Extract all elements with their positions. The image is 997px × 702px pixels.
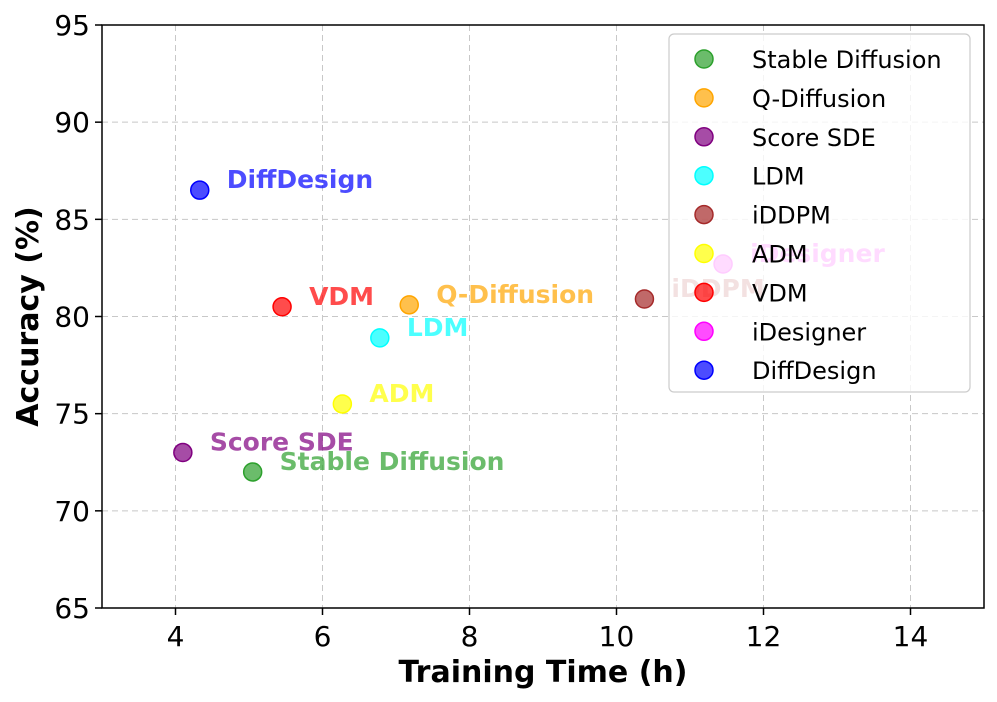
legend-marker xyxy=(694,88,714,108)
y-tick-label: 70 xyxy=(54,495,90,528)
legend-marker xyxy=(694,204,714,225)
legend-entry: LDM xyxy=(752,163,805,191)
point-label: VDM xyxy=(309,282,374,311)
y-tick-label: 95 xyxy=(54,9,90,42)
legend: Stable Diffusion Q-Diffusion Score SDE LDM i… xyxy=(668,33,971,393)
x-tick-label: 10 xyxy=(599,620,635,653)
data-point xyxy=(190,180,210,200)
point-label: Stable Diffusion xyxy=(280,447,505,476)
legend-entry: VDM xyxy=(752,279,808,307)
y-tick-label: 90 xyxy=(54,106,90,139)
y-axis-title: Accuracy (%) xyxy=(11,206,46,426)
legend-entry: Stable Diffusion xyxy=(752,46,942,74)
y-tick-label: 80 xyxy=(54,301,90,334)
legend-entry: iDDPM xyxy=(752,202,831,230)
x-tick-label: 14 xyxy=(893,620,929,653)
legend-box xyxy=(668,33,971,393)
x-axis-title: Training Time (h) xyxy=(399,655,688,690)
point-label: ADM xyxy=(369,379,434,408)
data-point xyxy=(399,295,419,315)
y-axis-ticks: 65 70 75 80 85 90 95 xyxy=(54,9,102,625)
x-tick-label: 4 xyxy=(167,620,185,653)
data-point xyxy=(272,297,292,317)
legend-marker xyxy=(694,165,714,186)
point-label: LDM xyxy=(407,313,469,342)
x-tick-label: 8 xyxy=(461,620,479,653)
legend-entry: iDesigner xyxy=(752,318,866,346)
point-label: DiffDesign xyxy=(227,165,373,194)
legend-marker xyxy=(694,282,714,303)
point-label: Q-Diffusion xyxy=(436,280,594,309)
legend-entry: Q-Diffusion xyxy=(752,85,886,113)
point-label: Score SDE xyxy=(210,428,354,457)
legend-entry: Score SDE xyxy=(752,124,876,152)
data-point xyxy=(370,328,390,348)
data-point xyxy=(634,289,655,309)
data-point xyxy=(242,462,263,482)
legend-marker xyxy=(694,243,714,264)
x-axis-ticks: 4 6 8 10 12 14 xyxy=(167,608,929,653)
data-point xyxy=(173,442,193,463)
x-tick-label: 6 xyxy=(314,620,332,653)
legend-marker xyxy=(694,49,714,69)
data-point xyxy=(332,394,353,414)
legend-marker xyxy=(694,360,714,380)
y-tick-label: 65 xyxy=(54,592,90,625)
legend-entry: ADM xyxy=(752,241,808,269)
legend-entry: DiffDesign xyxy=(752,357,877,385)
legend-marker xyxy=(694,321,714,342)
y-tick-label: 75 xyxy=(54,398,90,431)
legend-marker xyxy=(694,127,714,147)
x-tick-label: 12 xyxy=(746,620,782,653)
y-tick-label: 85 xyxy=(54,203,90,236)
